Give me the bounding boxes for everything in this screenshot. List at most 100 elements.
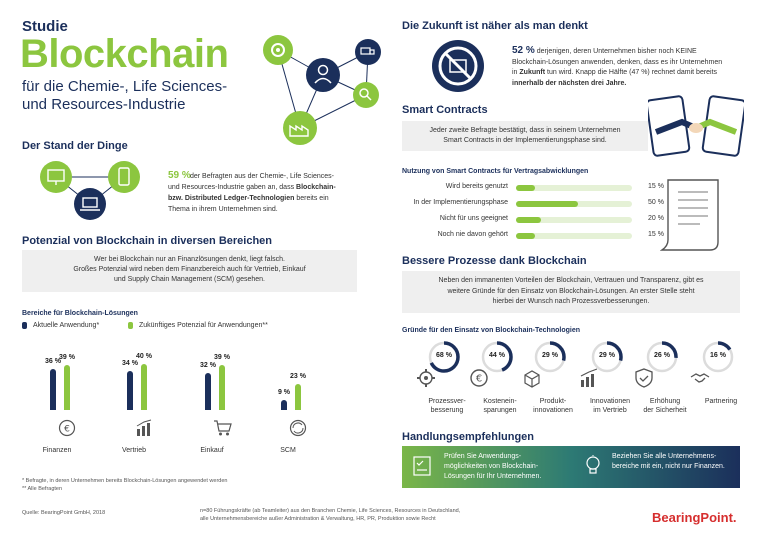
smart-row-value: 15 %	[648, 231, 664, 238]
bar-scm-future	[295, 383, 301, 410]
svg-text:€: €	[64, 425, 70, 435]
bar-scm-current	[281, 399, 287, 410]
recommendation-2: Beziehen Sie alle Unternehmens- bereiche…	[612, 453, 725, 470]
reason-label: Kostenein-sparungen	[483, 398, 517, 414]
shield-icon	[635, 368, 653, 388]
reasons-chart: 68 % Prozessver-besserung 44 % € Kostenein-s…	[417, 341, 738, 414]
growth-icon	[136, 419, 152, 436]
smart-row-bar	[516, 233, 535, 239]
bar-label-vertrieb-future: 40 %	[136, 353, 152, 360]
reason-label: Erhöhung der Sicherheit	[643, 398, 687, 414]
smart-subheading: Nutzung von Smart Contracts für Vertrags…	[402, 168, 589, 175]
smart-row-track	[516, 217, 632, 223]
zukunft-text: 52 % derjenigen, deren Unternehmen bishe…	[512, 45, 723, 87]
smart-row-value: 15 %	[648, 183, 664, 190]
cart-icon	[214, 420, 232, 436]
smart-contracts-chart: Wird bereits genutzt 15 % In der Implement…	[0, 0, 760, 260]
smart-row-bar	[516, 201, 578, 207]
legend-current: Aktuelle Anwendung*	[22, 322, 99, 329]
reason-percent: 16 %	[710, 352, 726, 359]
bar-label-einkauf-future: 39 %	[214, 354, 230, 362]
smart-row-label: Nicht für uns geeignet	[439, 215, 508, 222]
zukunft-percent: 52 %	[512, 45, 535, 56]
bar-finanzen-future	[64, 365, 70, 410]
gear-node	[263, 35, 293, 65]
monitor-node	[40, 161, 72, 193]
bar-label-finanzen-future: 39 %	[59, 354, 75, 362]
lightbulb-icon	[586, 455, 600, 474]
potential-heading: Potenzial von Blockchain in diversen Ber…	[22, 235, 273, 247]
reason-ring	[591, 341, 623, 373]
reason-ring	[646, 341, 678, 373]
bar-label-vertrieb-current: 34 %	[122, 359, 138, 367]
euro-icon: €	[58, 419, 76, 437]
laptop-node	[74, 188, 106, 220]
checklist-icon	[413, 456, 431, 476]
potential-box: Wer bei Blockchain nur an Finanzlösungen…	[22, 250, 357, 292]
smart-box: Jeder zweite Befragte bestätigt, dass in…	[402, 121, 648, 151]
no-blockchain-icon	[432, 40, 484, 92]
reason-ring	[702, 341, 734, 373]
source-text: Quelle: BearingPoint GmbH, 2018	[22, 510, 106, 516]
recommendation-1: Prüfen Sie Anwendungs- möglichkeiten von…	[444, 453, 542, 480]
smart-row-label: In der Implementierungsphase	[413, 199, 508, 206]
footnote-1: * Befragte, in deren Unternehmen bereits…	[22, 478, 228, 484]
prozesse-box: Neben den immanenten Vorteilen der Block…	[402, 271, 740, 313]
studie-label: Studie	[22, 18, 68, 35]
bar-label-finanzen-current: 36 %	[45, 357, 61, 365]
reason-percent: 29 %	[599, 352, 615, 359]
reason-percent: 68 %	[436, 352, 452, 359]
devices-graphic	[40, 161, 140, 220]
reason-label: Prozessver-besserung	[428, 398, 466, 414]
smart-row-track	[516, 185, 632, 191]
handshake-phones-graphic	[648, 95, 744, 157]
stand-text: der Befragten aus der Chemie-, Life Scie…	[168, 173, 336, 213]
reason-ring	[481, 341, 513, 373]
growth-icon	[580, 368, 598, 387]
smart-row-label: Wird bereits genutzt	[445, 183, 508, 190]
network-graphic	[263, 35, 381, 145]
reason-label: Partnering	[704, 398, 738, 405]
handlung-banner	[402, 446, 740, 488]
document-icon	[660, 179, 719, 251]
scm-icon	[289, 419, 307, 437]
smart-row-track	[516, 233, 632, 239]
category-label-einkauf: Einkauf	[200, 447, 224, 454]
gear-icon	[417, 369, 435, 387]
reason-percent: 29 %	[542, 352, 558, 359]
category-label-scm: SCM	[280, 447, 296, 454]
category-label-finanzen: Finanzen	[42, 447, 72, 454]
phone-node	[108, 161, 140, 193]
truck-node	[355, 39, 381, 65]
reason-percent: 26 %	[654, 352, 670, 359]
stand-percent: 59 %	[168, 170, 191, 181]
stand-heading: Der Stand der Dinge	[22, 140, 128, 152]
reason-label: Innovationen im Vertrieb	[589, 398, 631, 414]
reason-label: Produkt-innovationen	[533, 398, 573, 414]
box-icon	[524, 370, 540, 388]
reason-percent: 44 %	[489, 352, 505, 359]
bar-vertrieb-current	[127, 370, 133, 410]
category-label-vertrieb: Vertrieb	[121, 447, 147, 454]
page-subtitle-line-1: für die Chemie-, Life Sciences-	[22, 78, 228, 95]
bar-einkauf-future	[219, 365, 225, 410]
brand-logo: BearingPoint.	[652, 510, 737, 525]
smart-row-value: 20 %	[648, 215, 664, 222]
chart-heading: Bereiche für Blockchain-Lösungen	[22, 310, 138, 317]
handlung-heading: Handlungsempfehlungen	[402, 431, 534, 443]
smart-row-bar	[516, 217, 541, 223]
bar-chart: 36 % 39 % Finanzen 34 % 40 % Vertrieb 32 % 39 %…	[0, 0, 380, 470]
sample-note: n=80 Führungskräfte (ab Teamleiter) aus …	[200, 508, 461, 522]
bar-label-scm-current: 9 %	[277, 388, 291, 396]
bar-vertrieb-future	[141, 364, 147, 410]
smart-heading: Smart Contracts	[402, 104, 488, 116]
factory-node	[283, 111, 317, 145]
smart-row-bar	[516, 185, 535, 191]
legend-current-swatch	[22, 322, 27, 329]
reason-ring	[428, 341, 460, 373]
bar-label-scm-future: 23 %	[290, 372, 306, 380]
page-subtitle-line-2: und Resources-Industrie	[22, 96, 186, 113]
svg-text:€: €	[476, 374, 482, 385]
bar-label-einkauf-current: 32 %	[200, 362, 216, 370]
prozesse-subheading: Gründe für den Einsatz von Blockchain-Te…	[402, 327, 580, 334]
